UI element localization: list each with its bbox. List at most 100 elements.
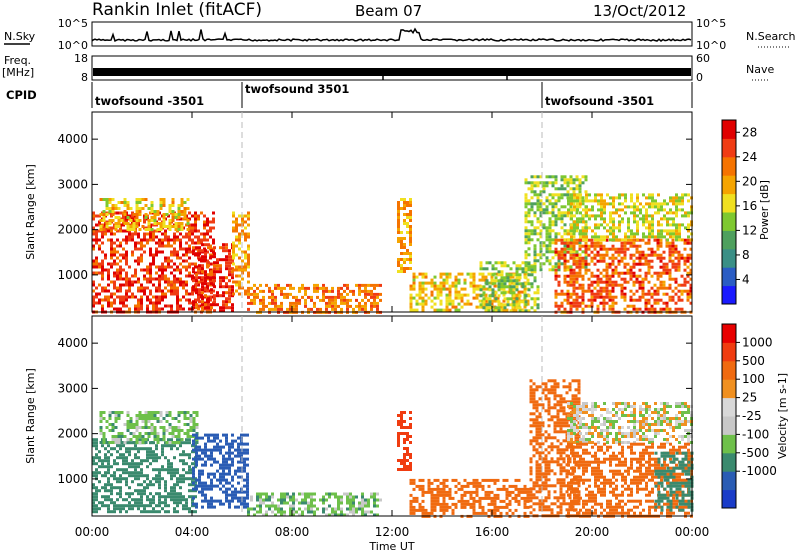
colorbar-tick-label: -100 xyxy=(742,427,769,441)
freq-unit-label: [MHz] xyxy=(2,66,34,79)
nave-tick-bottom: 0 xyxy=(696,71,703,84)
freq-band xyxy=(93,68,691,76)
scatter-region-5 xyxy=(247,283,382,314)
nsky-tick-top: 10^5 xyxy=(58,17,88,30)
y-tick-label: 2000 xyxy=(57,427,88,441)
power-cells xyxy=(92,175,693,314)
x-tick-label: 08:00 xyxy=(275,525,310,539)
date-title: 13/Oct/2012 xyxy=(593,2,687,20)
x-tick-label: 20:00 xyxy=(575,525,610,539)
colorbar-tick-label: 100 xyxy=(742,372,765,386)
scatter-region-8 xyxy=(567,402,693,444)
nsearch-label: N.Search xyxy=(746,30,796,43)
velocity-colorbar: 1000 500 100 25 -25 -100 -500 -1000 xyxy=(721,323,777,509)
colorbar-segment xyxy=(722,156,736,176)
colorbar-segment xyxy=(722,471,736,491)
power-panel: 1000 2000 3000 4000 Slant Range [km] 4 8 12 16… xyxy=(24,111,771,314)
colorbar-tick-label: 25 xyxy=(742,391,757,405)
velocity-x-ticks: 00:00 04:00 08:00 12:00 16:00 20:00 00:00 xyxy=(75,112,710,539)
colorbar-tick-label: 1000 xyxy=(742,335,773,349)
colorbar-segment xyxy=(722,175,736,195)
cpid-segment-1: twofsound -3501 xyxy=(95,94,204,108)
scatter-region-1 xyxy=(92,211,215,314)
y-tick-label: 4000 xyxy=(57,336,88,350)
colorbar-tick-label: -1000 xyxy=(742,464,777,478)
y-tick-label: 1000 xyxy=(57,268,88,282)
cpid-segment-2: twofsound 3501 xyxy=(245,82,349,96)
y-tick-label: 1000 xyxy=(57,472,88,486)
scatter-region-8 xyxy=(479,261,540,313)
colorbar-frame xyxy=(721,119,737,305)
colorbar-segment xyxy=(722,397,736,417)
colorbar-segment xyxy=(722,193,736,213)
colorbar-tick-label: 16 xyxy=(742,199,757,213)
colorbar-segment xyxy=(722,138,736,158)
colorbar-segment xyxy=(722,248,736,268)
colorbar-segment xyxy=(722,285,736,305)
scatter-region-11 xyxy=(567,193,693,242)
x-tick-label: 00:00 xyxy=(75,525,110,539)
velocity-cells xyxy=(92,379,694,518)
colorbar-tick-label: 20 xyxy=(742,174,757,188)
colorbar-tick-label: 12 xyxy=(742,223,757,237)
freq-label: Freq. xyxy=(4,54,31,67)
beam-title: Beam 07 xyxy=(355,2,423,20)
scatter-region-2 xyxy=(99,198,190,231)
freq-tick-bottom: 8 xyxy=(81,71,88,84)
colorbar-segment xyxy=(722,342,736,362)
x-tick-label: 16:00 xyxy=(475,525,510,539)
scatter-region-5 xyxy=(397,411,412,471)
time-axis-label: Time UT xyxy=(368,540,414,553)
colorbar-segment xyxy=(722,452,736,472)
scatter-region-10 xyxy=(554,238,693,314)
colorbar-segment xyxy=(722,120,736,139)
colorbar-tick-label: 4 xyxy=(742,272,750,286)
nsearch-tick-top: 10^5 xyxy=(696,17,726,30)
scatter-region-6 xyxy=(397,198,412,273)
cpid-label: CPID xyxy=(6,88,37,102)
scatter-region-9 xyxy=(567,442,693,518)
cpid-panel: CPID twofsound -3501 twofsound 3501 twof… xyxy=(6,82,693,108)
scatter-region-3 xyxy=(192,243,234,313)
colorbar-tick-label: 28 xyxy=(742,125,757,139)
nsky-panel: N.Sky 10^5 10^0 10^5 10^0 N.Search xyxy=(4,17,796,52)
colorbar-segment xyxy=(722,360,736,380)
x-tick-label: 04:00 xyxy=(175,525,210,539)
colorbar-tick-label: -500 xyxy=(742,446,769,460)
colorbar-segment xyxy=(722,379,736,399)
power-y-axis-label: Slant Range [km] xyxy=(24,164,37,260)
y-tick-label: 3000 xyxy=(57,381,88,395)
nave-label: Nave xyxy=(746,63,774,76)
colorbar-tick-label: 8 xyxy=(742,248,750,262)
colorbar-tick-label: -25 xyxy=(742,409,762,423)
scatter-region-4 xyxy=(232,211,250,296)
colorbar-segment xyxy=(722,267,736,287)
colorbar-segment xyxy=(722,434,736,454)
nsky-trace xyxy=(91,27,692,42)
y-tick-label: 3000 xyxy=(57,177,88,191)
nave-tick-top: 60 xyxy=(696,52,710,65)
power-y-ticks: 1000 2000 3000 4000 xyxy=(57,132,692,282)
colorbar-segment xyxy=(722,489,736,509)
x-tick-label: 12:00 xyxy=(375,525,410,539)
nsky-tick-bottom: 10^0 xyxy=(58,39,88,52)
nsky-label: N.Sky xyxy=(4,30,36,43)
y-tick-label: 2000 xyxy=(57,223,88,237)
velocity-y-axis-label: Slant Range [km] xyxy=(24,368,37,464)
nsky-frame xyxy=(91,21,693,47)
velocity-y-ticks: 1000 2000 3000 4000 xyxy=(57,336,692,486)
scatter-region-3 xyxy=(192,433,249,509)
freq-panel: Freq. [MHz] 18 8 60 0 Nave xyxy=(2,52,774,84)
x-tick-label: 00:00 xyxy=(675,525,710,539)
colorbar-tick-label: 24 xyxy=(742,150,757,164)
scatter-region-2 xyxy=(99,411,199,444)
colorbar-tick-label: 500 xyxy=(742,354,765,368)
cpid-segment-3: twofsound -3501 xyxy=(545,94,654,108)
freq-tick-top: 18 xyxy=(74,52,88,65)
station-title: Rankin Inlet (fitACF) xyxy=(92,0,263,20)
freq-frame xyxy=(91,55,693,81)
velocity-colorbar-label: Velocity [m s-1] xyxy=(776,373,789,459)
colorbar-segment xyxy=(722,230,736,250)
